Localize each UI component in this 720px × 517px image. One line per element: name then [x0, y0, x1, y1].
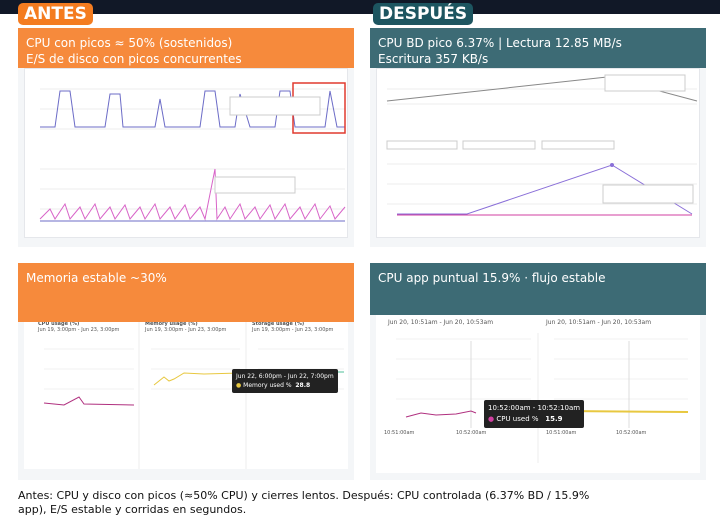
- despues-metrics-screenshot: Jun 20, 10:51am - Jun 20, 10:53am Jun 20…: [376, 303, 700, 473]
- cpu-tooltip: 10:52:00am - 10:52:10am ● CPU used % 15.…: [484, 400, 585, 428]
- memory-tooltip: Jun 22, 6:00pm - Jun 22, 7:00pm ● Memory…: [232, 369, 338, 393]
- cpu-chart-range: Jun 20, 10:51am - Jun 20, 10:53am: [388, 319, 494, 326]
- antes-top-header: CPU con picos ≈ 50% (sostenidos) E/S de …: [18, 28, 354, 68]
- storage-chart-title: Storage usage (%): [252, 321, 305, 327]
- tooltip-time: Jun 22, 6:00pm - Jun 22, 7:00pm: [236, 373, 334, 380]
- despues-top-line1: CPU BD pico 6.37% | Lectura 12.85 MB/s: [378, 36, 622, 50]
- antes-top-line2: E/S de disco con picos concurrentes: [26, 52, 242, 66]
- antes-cpu-chart: [39, 82, 346, 222]
- despues-db-chart: [386, 74, 698, 216]
- despues-top-panel: CPU BD pico 6.37% | Lectura 12.85 MB/s E…: [370, 28, 706, 247]
- tooltip-time: 10:52:00am - 10:52:10am: [488, 404, 581, 412]
- antes-top-line1: CPU con picos ≈ 50% (sostenidos): [26, 36, 233, 50]
- caption: Antes: CPU y disco con picos (≈50% CPU) …: [18, 489, 590, 516]
- despues-bottom-line1: CPU app puntual 15.9% · flujo estable: [378, 271, 606, 285]
- antes-bottom-line1: Memoria estable ~30%: [26, 271, 167, 285]
- despues-bottom-header: CPU app puntual 15.9% · flujo estable: [370, 263, 706, 315]
- despues-metrics-charts: [396, 333, 689, 463]
- tooltip-label: CPU used %: [496, 415, 539, 423]
- memory-chart-range: Jun 20, 10:51am - Jun 20, 10:53am: [546, 319, 652, 326]
- cpu-x-tick: 10:52:00am: [456, 430, 487, 436]
- antes-metrics-charts: [43, 319, 344, 469]
- antes-cpu-disk-screenshot: [24, 68, 348, 238]
- storage-chart-range: Jun 19, 3:00pm - Jun 23, 3:00pm: [252, 327, 334, 333]
- despues-bottom-panel: Jun 20, 10:51am - Jun 20, 10:53am Jun 20…: [370, 263, 706, 480]
- antes-bottom-panel: CPU usage (%) Jun 19, 3:00pm - Jun 23, 3…: [18, 263, 354, 480]
- despues-db-screenshot: [376, 68, 700, 238]
- tooltip-value: 15.9: [545, 415, 563, 423]
- cpu-chart-title: CPU usage (%): [38, 321, 80, 327]
- top-bar: [0, 0, 720, 14]
- antes-label: ANTES: [18, 3, 93, 25]
- memory-x-tick: 10:52:00am: [616, 430, 647, 436]
- cpu-chart-range: Jun 19, 3:00pm - Jun 23, 3:00pm: [38, 327, 120, 333]
- antes-bottom-header: Memoria estable ~30%: [18, 263, 354, 322]
- memory-x-tick: 10:51:00am: [546, 430, 577, 436]
- despues-top-line2: Escritura 357 KB/s: [378, 52, 489, 66]
- tooltip-value: 28.8: [295, 382, 311, 389]
- antes-metrics-screenshot: CPU usage (%) Jun 19, 3:00pm - Jun 23, 3…: [24, 319, 348, 469]
- despues-top-header: CPU BD pico 6.37% | Lectura 12.85 MB/s E…: [370, 28, 706, 68]
- memory-chart-title: Memory usage (%): [145, 321, 198, 327]
- antes-top-panel: CPU con picos ≈ 50% (sostenidos) E/S de …: [18, 28, 354, 247]
- tooltip-label: Memory used %: [243, 382, 292, 389]
- cpu-x-tick: 10:51:00am: [384, 430, 415, 436]
- despues-label: DESPUÉS: [373, 3, 474, 25]
- memory-chart-range: Jun 19, 3:00pm - Jun 23, 3:00pm: [145, 327, 227, 333]
